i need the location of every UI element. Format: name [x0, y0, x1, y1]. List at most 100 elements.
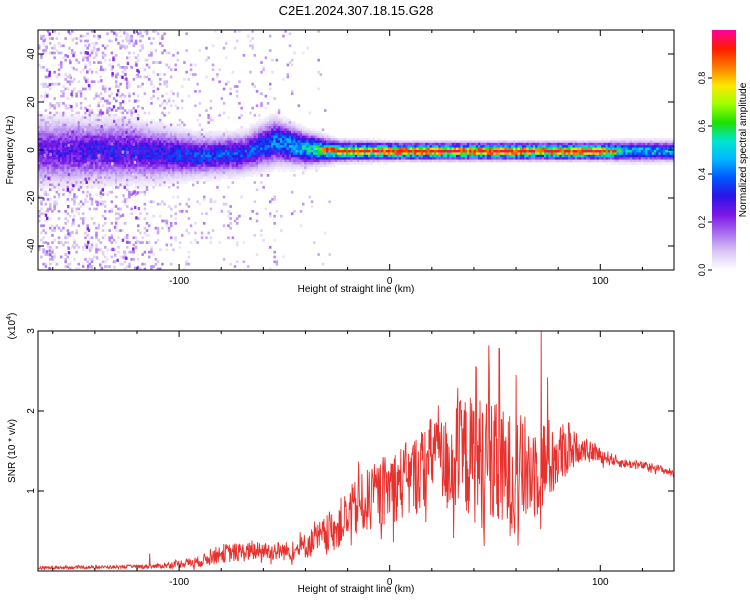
heatmap-cell	[40, 54, 43, 57]
heatmap-cell	[269, 49, 272, 52]
heatmap-cell	[163, 126, 166, 129]
heatmap-cell	[262, 238, 265, 242]
heatmap-cell	[251, 210, 254, 213]
heatmap-cell	[218, 159, 221, 163]
heatmap-cell	[236, 152, 239, 156]
heatmap-cell	[194, 159, 197, 163]
heatmap-cell	[141, 106, 144, 110]
heatmap-cell	[269, 116, 272, 120]
heatmap-cell	[104, 150, 107, 153]
heatmap-cell	[194, 162, 197, 165]
heatmap-cell	[44, 128, 48, 132]
heatmap-cell	[86, 145, 89, 148]
heatmap-cell	[90, 181, 94, 184]
heatmap-cell	[308, 195, 312, 199]
heatmap-cell	[326, 140, 329, 144]
heatmap-cell	[51, 104, 54, 108]
heatmap-cell	[192, 140, 195, 144]
heatmap-cell	[438, 154, 441, 158]
heatmap-cell	[79, 150, 83, 153]
heatmap-cell	[90, 126, 94, 129]
heatmap-cell	[108, 181, 111, 184]
heatmap-cell	[346, 152, 349, 156]
heatmap-cell	[79, 92, 83, 96]
heatmap-cell	[427, 150, 430, 153]
heatmap-cell	[220, 152, 224, 156]
heatmap-cell	[242, 138, 246, 141]
heatmap-cell	[148, 169, 151, 172]
heatmap-cell	[82, 87, 85, 91]
heatmap-cell	[291, 159, 294, 163]
heatmap-cell	[216, 157, 219, 160]
heatmap-cell	[60, 114, 63, 117]
heatmap-cell	[315, 140, 318, 144]
heatmap-cell	[222, 102, 226, 105]
heatmap-cell	[244, 169, 248, 172]
heatmap-cell	[247, 142, 250, 146]
heatmap-cell	[242, 162, 246, 165]
heatmap-cell	[119, 106, 122, 110]
heatmap-cell	[299, 210, 303, 213]
heatmap-cell	[390, 150, 393, 153]
heatmap-cell	[451, 150, 455, 153]
heatmap-cell	[273, 147, 276, 151]
heatmap-cell	[172, 152, 175, 156]
heatmap-cell	[165, 140, 169, 144]
heatmap-cell	[273, 162, 276, 165]
heatmap-cell	[60, 61, 63, 64]
heatmap-cell	[198, 152, 202, 156]
heatmap-cell	[205, 138, 208, 141]
heatmap-cell	[434, 142, 437, 146]
heatmap-cell	[159, 159, 162, 163]
heatmap-cell	[99, 176, 103, 180]
heatmap-cell	[119, 183, 122, 187]
heatmap-cell	[299, 135, 303, 139]
heatmap-cell	[128, 147, 131, 151]
heatmap-cell	[128, 135, 131, 139]
heatmap-cell	[77, 246, 81, 249]
heatmap-cell	[346, 150, 349, 153]
heatmap-cell	[60, 176, 63, 180]
heatmap-cell	[438, 145, 441, 148]
heatmap-cell	[110, 121, 114, 124]
heatmap-cell	[440, 145, 444, 148]
heatmap-cell	[198, 49, 202, 52]
heatmap-cell	[302, 128, 305, 132]
heatmap-cell	[445, 154, 448, 158]
heatmap-cell	[233, 159, 237, 163]
heatmap-cell	[181, 157, 184, 160]
heatmap-cell	[280, 138, 283, 141]
heatmap-cell	[229, 217, 232, 220]
heatmap-cell	[145, 164, 149, 168]
heatmap-cell	[330, 142, 334, 146]
heatmap-cell	[170, 222, 173, 225]
heatmap-cell	[119, 176, 122, 180]
heatmap-cell	[73, 198, 76, 201]
heatmap-cell	[251, 135, 254, 139]
heatmap-cell	[370, 159, 373, 163]
heatmap-cell	[363, 154, 367, 158]
heatmap-cell	[357, 147, 360, 151]
heatmap-cell	[442, 159, 446, 163]
heatmap-cell	[324, 135, 327, 139]
heatmap-cell	[82, 169, 85, 172]
heatmap-cell	[247, 157, 250, 160]
heatmap-cell	[132, 44, 136, 48]
heatmap-cell	[108, 154, 111, 158]
heatmap-cell	[97, 94, 100, 98]
heatmap-cell	[42, 174, 45, 177]
heatmap-cell	[187, 166, 191, 170]
heatmap-cell	[319, 133, 323, 136]
heatmap-cell	[115, 142, 118, 146]
heatmap-cell	[145, 123, 149, 127]
heatmap-cell	[403, 147, 406, 151]
heatmap-cell	[121, 70, 125, 74]
heatmap-cell	[57, 164, 61, 168]
heatmap-cell	[93, 49, 96, 52]
heatmap-cell	[269, 118, 272, 122]
heatmap-cell	[40, 82, 43, 86]
heatmap-cell	[282, 140, 285, 144]
heatmap-cell	[137, 133, 140, 136]
heatmap-cell	[332, 164, 336, 168]
heatmap-cell	[44, 140, 48, 144]
